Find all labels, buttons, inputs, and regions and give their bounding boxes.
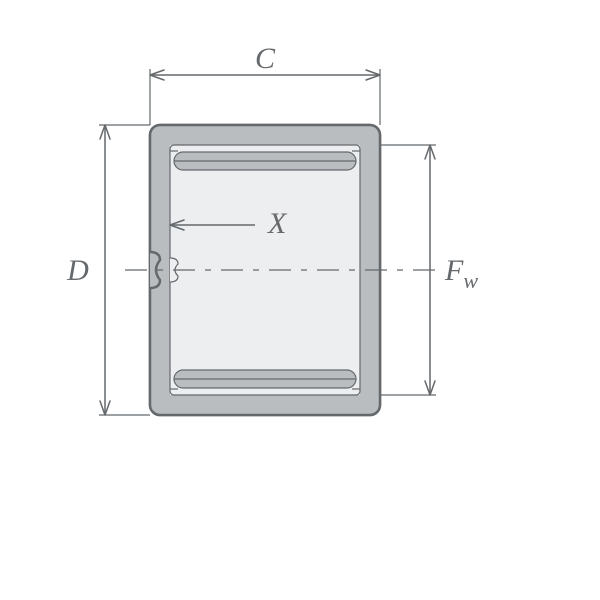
wall-top	[150, 125, 380, 145]
wall-bottom	[150, 395, 380, 415]
bearing-cross-section-diagram: C D Fw X	[0, 0, 600, 600]
dim-label-d: D	[66, 254, 89, 287]
dim-label-c: C	[255, 42, 276, 75]
dim-label-fw: Fw	[444, 254, 478, 293]
dim-label-x: X	[267, 207, 288, 240]
